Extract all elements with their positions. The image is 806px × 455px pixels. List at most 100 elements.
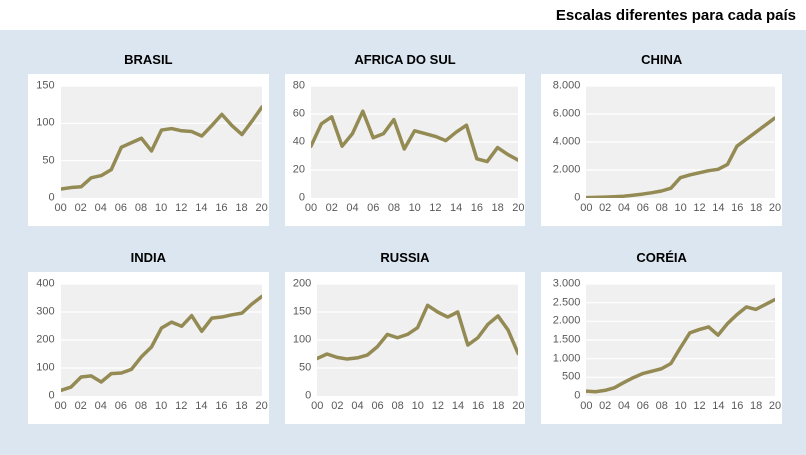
x-axis-tick-label: 18 (491, 202, 504, 214)
x-axis-tick-label: 14 (451, 400, 465, 412)
x-axis-tick-label: 08 (391, 400, 404, 412)
x-axis-tick-label: 12 (431, 400, 445, 412)
x-axis-tick-label: 20 (768, 202, 782, 214)
x-axis-tick-label: 04 (94, 400, 107, 412)
line-chart-svg (61, 86, 262, 198)
chart-panel-russia: 0 50 100 150 200 00 02 04 06 08 10 12 14 16 18 20 (284, 272, 526, 424)
x-axis-tick-label: 14 (195, 400, 208, 412)
y-axis-tick-label: 60 (292, 107, 306, 120)
x-axis-tick-label: 06 (114, 202, 128, 214)
y-axis-tick-label: 200 (36, 333, 55, 346)
x-axis-tick-label: 14 (195, 202, 208, 214)
x-axis-tick-label: 16 (470, 202, 483, 214)
x-axis-tick-label: 18 (750, 400, 763, 412)
x-axis-tick-label: 18 (235, 202, 248, 214)
y-axis-tick-label: 1.000 (552, 352, 581, 365)
y-axis-tick-label: 0 (48, 389, 55, 402)
x-axis-tick-label: 08 (134, 202, 148, 214)
x-axis-tick-label: 00 (54, 202, 67, 214)
page-header: Escalas diferentes para cada país (0, 0, 806, 30)
x-axis-tick-label: 04 (617, 400, 631, 412)
x-axis-tick-label: 16 (215, 202, 228, 214)
chart-cell-india: INDIA 0 100 200 300 400 00 02 04 06 08 10 12 14 16 18… (28, 240, 269, 424)
data-series-line (61, 107, 262, 189)
y-axis-tick-label: 6.000 (552, 107, 581, 120)
plot-area (60, 86, 262, 198)
x-axis-tick-label: 12 (693, 202, 706, 214)
line-chart-svg (586, 86, 775, 198)
line-chart-svg (311, 86, 518, 198)
data-series-line (586, 118, 775, 197)
x-axis-tick-label: 08 (134, 400, 148, 412)
x-axis-tick-label: 16 (471, 400, 485, 412)
x-axis-tick-label: 00 (311, 400, 324, 412)
y-axis-tick-label: 0 (48, 191, 55, 204)
x-axis-tick-label: 12 (693, 400, 706, 412)
x-axis-tick-label: 12 (429, 202, 442, 214)
x-axis-tick-label: 06 (636, 400, 650, 412)
x-axis-tick-label: 14 (450, 202, 463, 214)
x-axis-tick-label: 06 (371, 400, 384, 412)
x-axis-tick-label: 12 (175, 400, 188, 412)
y-axis-labels: 0 50 100 150 (32, 80, 61, 203)
plot-area (586, 284, 775, 396)
x-axis-labels: 00 02 04 06 08 10 12 14 16 18 20 (305, 198, 525, 222)
y-axis-tick-label: 20 (292, 163, 306, 176)
x-axis-tick-label: 18 (492, 400, 505, 412)
y-axis-labels: 0 2.000 4.000 6.000 8.000 (545, 80, 586, 203)
x-axis-tick-label: 10 (411, 400, 424, 412)
y-axis-tick-label: 400 (36, 277, 55, 290)
x-axis-tick-label: 08 (387, 202, 401, 214)
x-axis-tick-label: 14 (712, 400, 725, 412)
y-axis-labels: 0 20 40 60 80 (289, 80, 311, 203)
x-axis-tick-label: 02 (599, 202, 612, 214)
x-axis-tick-label: 18 (235, 400, 248, 412)
x-axis-labels: 00 02 04 06 08 10 12 14 16 18 20 (580, 396, 781, 420)
chart-panel-coreia: 0 500 1.000 1.500 2.000 2.500 3.000 00 02 04 06 08… (541, 272, 782, 424)
x-axis-tick-label: 20 (768, 400, 782, 412)
data-series-line (586, 300, 775, 392)
x-axis-tick-label: 00 (580, 400, 593, 412)
y-axis-tick-label: 40 (292, 135, 306, 148)
chart-title-africa-do-sul: AFRICA DO SUL (354, 52, 456, 67)
x-axis-tick-label: 00 (54, 400, 67, 412)
y-axis-tick-label: 0 (574, 389, 581, 402)
line-chart-svg (317, 284, 518, 396)
x-axis-tick-label: 00 (580, 202, 593, 214)
y-axis-tick-label: 100 (36, 116, 55, 129)
x-axis-tick-label: 04 (617, 202, 631, 214)
data-series-line (61, 296, 262, 390)
x-axis-labels: 00 02 04 06 08 10 12 14 16 18 20 (54, 198, 267, 222)
x-axis-tick-label: 08 (655, 400, 668, 412)
x-axis-tick-label: 20 (255, 400, 268, 412)
chart-panel-india: 0 100 200 300 400 00 02 04 06 08 10 12 14 16 18 20 (28, 272, 269, 424)
x-axis-tick-label: 04 (346, 202, 359, 214)
plot-area (317, 284, 519, 396)
plot-area (60, 284, 262, 396)
plot-area (586, 86, 775, 198)
y-axis-tick-label: 1.500 (552, 333, 581, 346)
x-axis-tick-label: 20 (512, 202, 525, 214)
x-axis-tick-label: 04 (94, 202, 107, 214)
y-axis-tick-label: 500 (561, 370, 581, 383)
x-axis-tick-label: 20 (255, 202, 268, 214)
x-axis-tick-label: 16 (731, 202, 744, 214)
x-axis-tick-label: 08 (655, 202, 668, 214)
x-axis-tick-label: 02 (599, 400, 612, 412)
y-axis-labels: 0 50 100 150 200 (289, 278, 318, 401)
x-axis-tick-label: 02 (74, 400, 87, 412)
chart-panel-china: 0 2.000 4.000 6.000 8.000 00 02 04 06 08 10 12 14 16… (541, 74, 782, 226)
y-axis-tick-label: 3.000 (552, 277, 581, 290)
y-axis-labels: 0 500 1.000 1.500 2.000 2.500 3.000 (545, 278, 586, 401)
x-axis-tick-label: 16 (215, 400, 228, 412)
x-axis-labels: 00 02 04 06 08 10 12 14 16 18 20 (580, 198, 781, 222)
x-axis-tick-label: 06 (114, 400, 128, 412)
x-axis-tick-label: 04 (351, 400, 364, 412)
x-axis-labels: 00 02 04 06 08 10 12 14 16 18 20 (54, 396, 267, 420)
x-axis-tick-label: 14 (712, 202, 725, 214)
x-axis-tick-label: 10 (408, 202, 421, 214)
y-axis-tick-label: 4.000 (552, 135, 581, 148)
y-axis-tick-label: 0 (298, 191, 306, 204)
x-axis-tick-label: 16 (731, 400, 744, 412)
